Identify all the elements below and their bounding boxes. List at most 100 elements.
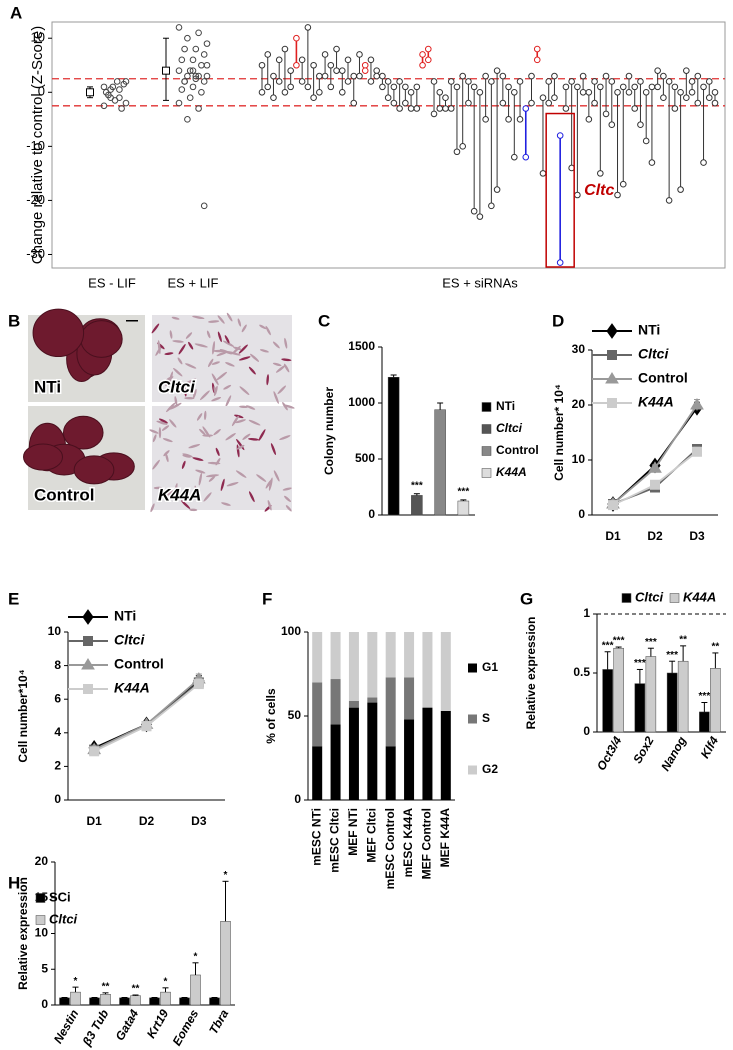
point <box>192 45 200 53</box>
pair-start <box>631 83 639 91</box>
y-tick-label: 10 <box>48 624 62 638</box>
y-tick-label: 10 <box>572 452 586 466</box>
legend-label: G1 <box>482 660 498 674</box>
pair-start <box>511 88 518 96</box>
pair-start <box>470 83 478 91</box>
cell <box>199 390 210 401</box>
significance: ** <box>102 981 110 992</box>
pair-start <box>281 45 289 53</box>
x-tick-label: mESC K44A <box>401 808 415 878</box>
colony <box>73 455 115 485</box>
pair-end <box>700 159 707 166</box>
pair-start <box>677 88 684 96</box>
pair-start <box>614 88 621 96</box>
cell <box>217 331 222 343</box>
pair-start <box>499 72 507 80</box>
x-tick-label: MEF K44A <box>438 808 452 868</box>
pair-start <box>556 132 564 139</box>
pair-end <box>654 83 661 91</box>
group-label: ES + LIF <box>168 275 219 290</box>
y-tick-label: 5 <box>41 961 48 975</box>
y-tick-label: 20 <box>572 397 586 411</box>
pair-end <box>379 83 386 91</box>
cell <box>189 508 198 512</box>
point <box>195 105 202 112</box>
pair-start <box>379 72 386 80</box>
bar <box>100 994 111 1006</box>
significance: *** <box>458 487 470 498</box>
significance: *** <box>645 637 657 648</box>
y-tick-label: 0 <box>583 724 590 738</box>
legend-swatch <box>468 714 477 724</box>
pair-start <box>602 72 610 80</box>
pair-start <box>447 78 455 85</box>
image-label: Control <box>34 485 94 504</box>
cell <box>213 428 221 436</box>
bar <box>677 660 689 733</box>
bar-segment <box>367 697 378 703</box>
pair-end <box>436 105 444 112</box>
pair-end <box>533 56 541 64</box>
pair-start <box>688 78 696 85</box>
cell <box>225 362 235 367</box>
point <box>109 83 117 91</box>
pair-end <box>631 105 639 112</box>
legend-marker <box>82 609 94 625</box>
point <box>175 67 183 74</box>
cell <box>226 312 233 322</box>
pair-start <box>361 61 369 69</box>
y-tick-label: 0 <box>54 792 61 806</box>
pair-end <box>711 99 719 107</box>
pair-start <box>344 56 352 64</box>
cell <box>270 443 276 456</box>
pair-start <box>316 72 323 80</box>
bar-segment <box>330 632 341 680</box>
pair-end <box>482 116 489 123</box>
point <box>198 88 205 96</box>
bar <box>387 376 400 516</box>
point <box>189 67 197 74</box>
panel-letter: F <box>262 589 272 608</box>
cell <box>221 502 231 506</box>
cell <box>166 402 176 413</box>
pair-end <box>465 99 472 107</box>
pair-end <box>470 207 478 215</box>
pair-end <box>293 61 300 69</box>
y-tick-label: 1000 <box>348 395 375 409</box>
pair-end <box>361 67 369 74</box>
legend-swatch <box>481 424 492 434</box>
legend-label: NTi <box>114 608 136 624</box>
cell <box>282 487 292 491</box>
cell <box>185 332 193 339</box>
point <box>186 67 194 74</box>
pair-start <box>551 72 558 80</box>
pair-start <box>402 83 409 91</box>
bar-segment <box>330 679 341 725</box>
point <box>181 45 188 53</box>
cell <box>199 428 206 436</box>
cell <box>272 362 282 367</box>
y-tick-label: 10 <box>31 30 45 45</box>
pair-start <box>350 72 358 80</box>
pair-end <box>310 94 317 101</box>
cell <box>152 434 157 443</box>
y-tick-label: 0.5 <box>573 665 590 679</box>
point <box>192 75 200 83</box>
significance: * <box>164 976 168 987</box>
pair-start <box>533 45 541 53</box>
pair-end <box>585 116 593 123</box>
legend-label: K44A <box>114 680 150 696</box>
legend-swatch <box>468 663 477 673</box>
point <box>648 461 662 473</box>
pair-start <box>642 88 650 96</box>
cell <box>248 419 261 426</box>
cell <box>164 352 174 355</box>
legend-label: G2 <box>482 762 498 776</box>
pair-end <box>287 83 294 91</box>
pair-start <box>597 83 604 91</box>
pair-end <box>396 105 403 112</box>
cell <box>284 337 288 349</box>
y-tick-label: 4 <box>54 725 61 739</box>
pair-start <box>694 72 702 80</box>
